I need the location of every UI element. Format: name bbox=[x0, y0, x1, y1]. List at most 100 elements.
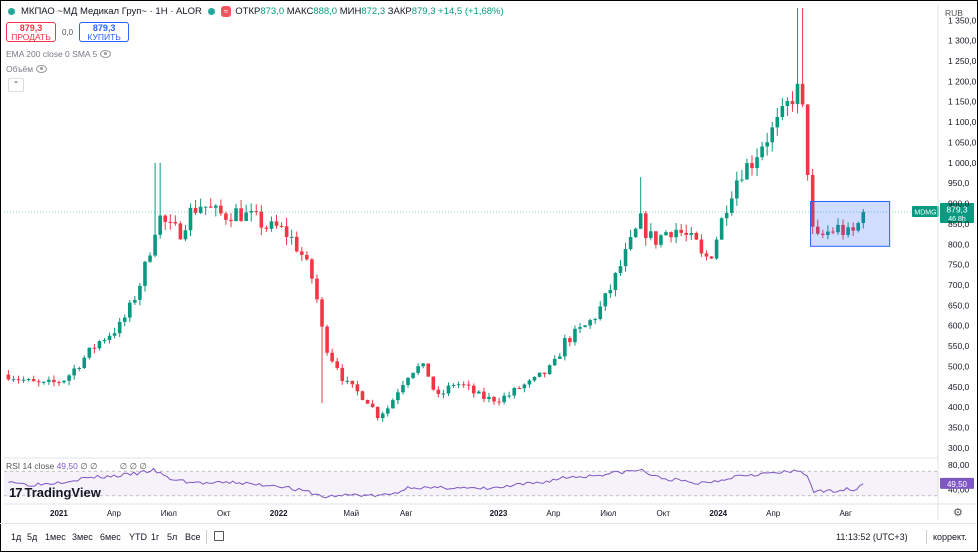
timeframe-1y[interactable]: 1г bbox=[151, 532, 160, 542]
time-tick-label: Июл bbox=[600, 509, 617, 518]
time-tick-label: Май bbox=[343, 509, 359, 518]
candle-body bbox=[62, 380, 66, 383]
timeframe-ytd[interactable]: YTD bbox=[129, 532, 147, 542]
candle-body bbox=[603, 293, 608, 307]
candle-body bbox=[122, 317, 127, 322]
clock[interactable]: 11:13:52 (UTC+3) bbox=[836, 532, 908, 542]
candle-body bbox=[375, 407, 380, 419]
candle-body bbox=[87, 347, 92, 358]
timeframe-1d[interactable]: 1д bbox=[11, 532, 22, 542]
candle-body bbox=[745, 163, 749, 180]
candle-body bbox=[234, 208, 238, 222]
sell-price: 879,3 bbox=[19, 23, 43, 33]
candle-body bbox=[244, 212, 248, 221]
adjustment-toggle[interactable]: коррект. bbox=[933, 532, 967, 542]
candle-body bbox=[542, 372, 547, 374]
price-tick-label: 1 000,0 bbox=[948, 158, 977, 168]
candle-body bbox=[765, 142, 769, 147]
sell-label: ПРОДАТЬ bbox=[11, 32, 51, 42]
candle-body bbox=[709, 256, 714, 259]
price-tick-label: 350,0 bbox=[948, 422, 970, 432]
candle-body bbox=[289, 236, 294, 238]
buy-button[interactable]: 879,3 КУПИТЬ bbox=[79, 22, 130, 42]
calendar-icon[interactable] bbox=[214, 531, 224, 541]
candle-body bbox=[512, 388, 517, 396]
time-tick-label: 2023 bbox=[490, 509, 508, 518]
candle-body bbox=[588, 320, 592, 326]
candle-body bbox=[269, 221, 274, 229]
eye-icon[interactable] bbox=[100, 50, 112, 58]
candle-body bbox=[138, 285, 142, 300]
candle-body bbox=[107, 335, 112, 341]
currency-label[interactable]: RUB bbox=[945, 8, 963, 18]
price-tick-label: 900,0 bbox=[948, 199, 970, 209]
candle-body bbox=[168, 221, 173, 223]
candle-body bbox=[689, 232, 694, 235]
candle-body bbox=[815, 226, 820, 234]
candle-body bbox=[391, 400, 395, 409]
candle-body bbox=[360, 391, 365, 400]
rsi-value: 49,50 bbox=[56, 461, 78, 471]
candle-body bbox=[173, 221, 178, 224]
collapse-legend-button[interactable]: ⌃ bbox=[8, 78, 24, 92]
candle-body bbox=[563, 338, 567, 357]
price-tick-label: 400,0 bbox=[948, 402, 970, 412]
ohlc-readout: ОТКР873,0 МАКС888,0 МИН872,3 ЗАКР879,3 +… bbox=[235, 6, 504, 17]
overlay: MDMG 879,3 46 8h bbox=[4, 200, 974, 247]
candle-body bbox=[664, 232, 668, 236]
timeframe-5y[interactable]: 5л bbox=[167, 532, 178, 542]
candle-body bbox=[264, 227, 269, 229]
candle-body bbox=[47, 379, 51, 382]
time-tick-label: 2022 bbox=[270, 509, 288, 518]
candle-body bbox=[821, 233, 825, 235]
candle-body bbox=[178, 223, 183, 240]
candle-body bbox=[416, 366, 420, 373]
candle-body bbox=[527, 380, 532, 385]
price-tick-label: 1 100,0 bbox=[948, 117, 977, 127]
eye-icon[interactable] bbox=[36, 65, 48, 73]
tradingview-logo[interactable]: 17 TradingView bbox=[9, 485, 101, 500]
candle-body bbox=[153, 234, 157, 256]
price-tick-label: 1 050,0 bbox=[948, 137, 977, 147]
candle-body bbox=[633, 228, 638, 238]
rsi-legend: RSI 14 close 49,50 ∅ ∅ ∅ ∅ ∅ bbox=[6, 461, 147, 472]
candle-body bbox=[208, 206, 213, 208]
candle-body bbox=[684, 232, 689, 235]
candle-body bbox=[274, 221, 279, 226]
candle-body bbox=[11, 379, 16, 381]
trade-panel: 879,3 ПРОДАТЬ 0,0 879,3 КУПИТЬ bbox=[6, 22, 130, 42]
symbol-title[interactable]: МКПАО ~МД Медикал Груп~ · 1Н · ALOR bbox=[21, 6, 202, 17]
candle-body bbox=[537, 372, 542, 377]
rsi-band bbox=[4, 471, 938, 496]
price-tick-label: 750,0 bbox=[948, 260, 970, 270]
candle-body bbox=[239, 208, 243, 221]
time-tick-label: Апр bbox=[107, 509, 122, 518]
volume-indicator[interactable]: Объём bbox=[6, 64, 48, 74]
settings-gear-icon[interactable]: ⚙ bbox=[953, 507, 963, 519]
toolbar-divider bbox=[206, 530, 207, 544]
price-tick-label: 700,0 bbox=[948, 280, 970, 290]
candle-body bbox=[6, 374, 11, 380]
candle-body bbox=[82, 357, 87, 368]
candle-body bbox=[305, 254, 309, 260]
timeframe-all[interactable]: Все bbox=[185, 532, 201, 542]
candle-body bbox=[497, 401, 501, 403]
candle-body bbox=[284, 226, 289, 237]
candle-body bbox=[628, 237, 633, 250]
approx-badge: ≈ bbox=[220, 6, 232, 17]
candle-body bbox=[674, 229, 678, 238]
time-tick-label: Авг bbox=[839, 509, 852, 518]
timeframe-1m[interactable]: 1мес bbox=[45, 532, 66, 542]
last-price-label: 879,3 bbox=[946, 204, 968, 214]
ema-sma-indicator[interactable]: EMA 200 close 0 SMA 5 bbox=[6, 49, 112, 59]
timeframe-5d[interactable]: 5д bbox=[27, 532, 38, 542]
price-tick-label: 1 300,0 bbox=[948, 36, 977, 46]
timeframe-6m[interactable]: 6мес bbox=[100, 532, 121, 542]
candle-body bbox=[148, 255, 152, 262]
sell-button[interactable]: 879,3 ПРОДАТЬ bbox=[6, 22, 56, 42]
candle-body bbox=[335, 361, 339, 368]
timeframe-3m[interactable]: 3мес bbox=[72, 532, 93, 542]
candle-body bbox=[846, 227, 850, 236]
